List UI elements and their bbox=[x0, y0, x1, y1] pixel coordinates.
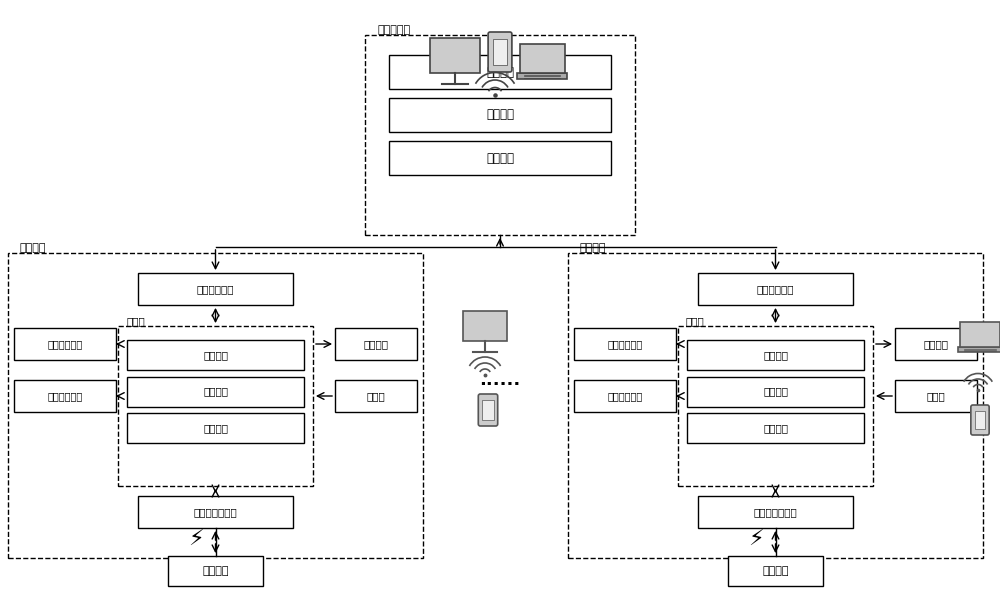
Text: 超声设备: 超声设备 bbox=[580, 243, 606, 253]
Bar bbox=[127, 376, 304, 407]
Text: 数据传输模块: 数据传输模块 bbox=[197, 284, 234, 294]
Bar bbox=[138, 496, 293, 528]
Text: 提醒模块: 提醒模块 bbox=[364, 339, 389, 349]
Text: ......: ...... bbox=[479, 371, 521, 389]
Bar bbox=[687, 413, 864, 443]
Text: 超声探头: 超声探头 bbox=[202, 566, 229, 576]
Bar bbox=[482, 400, 494, 420]
Text: 数据传输模块: 数据传输模块 bbox=[757, 284, 794, 294]
Bar bbox=[960, 322, 1000, 347]
Bar bbox=[168, 556, 263, 586]
Bar bbox=[698, 496, 853, 528]
Bar bbox=[127, 413, 304, 443]
Text: 超声探头: 超声探头 bbox=[762, 566, 789, 576]
Text: 生理检测模块: 生理检测模块 bbox=[607, 391, 643, 401]
Bar bbox=[574, 380, 676, 412]
Bar bbox=[118, 326, 313, 486]
Bar bbox=[520, 44, 564, 73]
Text: 成像模块: 成像模块 bbox=[763, 350, 788, 360]
Text: 数据库: 数据库 bbox=[927, 391, 945, 401]
Bar bbox=[127, 340, 304, 370]
Text: 成像单元: 成像单元 bbox=[486, 152, 514, 165]
Text: 运算模块: 运算模块 bbox=[763, 386, 788, 396]
Text: ⚡: ⚡ bbox=[748, 530, 763, 550]
Text: 存储单元: 存储单元 bbox=[486, 109, 514, 122]
Text: 处理器: 处理器 bbox=[686, 316, 705, 326]
Bar bbox=[493, 40, 507, 64]
Text: 超声波收发模块: 超声波收发模块 bbox=[194, 507, 237, 517]
Bar bbox=[389, 98, 611, 132]
Bar bbox=[687, 376, 864, 407]
Text: ⚡: ⚡ bbox=[188, 530, 203, 550]
Text: 提醒模块: 提醒模块 bbox=[924, 339, 948, 349]
Bar bbox=[895, 328, 977, 360]
Bar bbox=[138, 273, 293, 305]
Text: 超声波收发模块: 超声波收发模块 bbox=[754, 507, 797, 517]
Bar bbox=[958, 347, 1000, 352]
Bar bbox=[389, 55, 611, 89]
Text: 超声设备: 超声设备 bbox=[20, 243, 46, 253]
Text: 判断模块: 判断模块 bbox=[203, 423, 228, 433]
Text: 处理单元: 处理单元 bbox=[486, 65, 514, 78]
Text: 身份识别模块: 身份识别模块 bbox=[47, 339, 83, 349]
FancyBboxPatch shape bbox=[971, 405, 989, 435]
Bar bbox=[430, 38, 480, 73]
Bar bbox=[463, 311, 507, 341]
Bar bbox=[14, 380, 116, 412]
Bar bbox=[365, 35, 635, 235]
Bar bbox=[895, 380, 977, 412]
Text: 成像模块: 成像模块 bbox=[203, 350, 228, 360]
Bar bbox=[335, 328, 417, 360]
FancyBboxPatch shape bbox=[488, 32, 512, 72]
Bar bbox=[574, 328, 676, 360]
Text: 运算模块: 运算模块 bbox=[203, 386, 228, 396]
Bar bbox=[8, 253, 423, 558]
Bar bbox=[975, 411, 985, 429]
Bar bbox=[678, 326, 873, 486]
Bar bbox=[14, 328, 116, 360]
Text: 数据库: 数据库 bbox=[367, 391, 385, 401]
Text: 身份识别模块: 身份识别模块 bbox=[607, 339, 643, 349]
Bar bbox=[728, 556, 823, 586]
FancyBboxPatch shape bbox=[478, 394, 498, 426]
Text: 处理器: 处理器 bbox=[126, 316, 145, 326]
Text: 生理检测模块: 生理检测模块 bbox=[47, 391, 83, 401]
Text: 判断模块: 判断模块 bbox=[763, 423, 788, 433]
Text: 后台服务器: 后台服务器 bbox=[377, 25, 410, 35]
Bar bbox=[517, 73, 567, 78]
Bar bbox=[698, 273, 853, 305]
Bar bbox=[389, 141, 611, 175]
Bar bbox=[687, 340, 864, 370]
Bar bbox=[568, 253, 983, 558]
Bar bbox=[335, 380, 417, 412]
